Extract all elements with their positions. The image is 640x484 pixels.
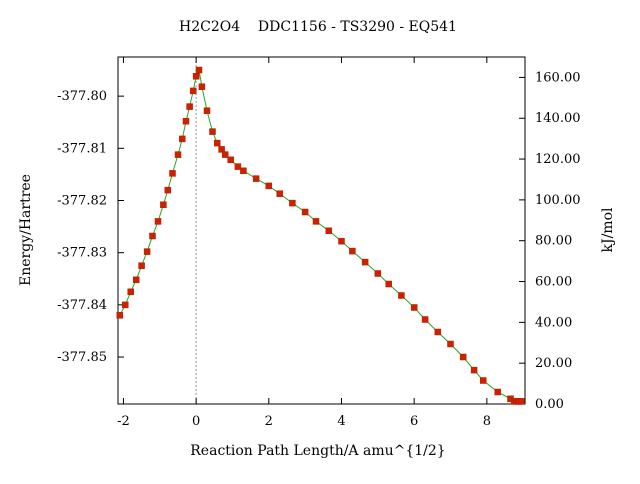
data-point	[301, 208, 309, 216]
data-point	[221, 151, 229, 158]
plot-layer: -2 0 2 4 6 8 -377.80 -377.81 -377.82 -377.83 -377.…	[57, 56, 581, 429]
x-tick-label: 4	[337, 414, 345, 429]
data-point	[470, 366, 478, 374]
y2-tick-label: 140.00	[535, 111, 581, 126]
y2-axis-label: kJ/mol	[600, 207, 616, 253]
data-point	[186, 103, 193, 110]
data-point	[234, 163, 242, 170]
series-line	[119, 68, 522, 402]
y2-tick-label: 160.00	[535, 70, 581, 85]
y2-tick-label: 60.00	[535, 275, 572, 290]
data-point	[198, 83, 206, 90]
data-point	[164, 186, 172, 194]
data-point	[189, 87, 197, 95]
data-point	[459, 353, 467, 361]
data-point	[518, 398, 525, 405]
data-point	[349, 247, 356, 255]
y2-tick-label: 0.00	[535, 397, 564, 412]
y-tick-label: -377.80	[57, 89, 107, 104]
data-point	[195, 66, 203, 74]
data-point	[160, 201, 167, 208]
data-point	[149, 232, 156, 240]
data-point	[174, 151, 182, 158]
plot-frame	[117, 56, 526, 405]
y-axis-label-group: Energy/Hartree	[18, 174, 34, 286]
y2-tick-label: 40.00	[535, 315, 572, 330]
data-point	[213, 139, 221, 147]
x-axis-label: Reaction Path Length/A amu^{1/2}	[190, 443, 445, 459]
data-point	[374, 270, 382, 277]
data-point	[169, 170, 176, 177]
x-tick-label: 6	[410, 414, 418, 429]
y-axis-label: Energy/Hartree	[18, 174, 34, 286]
y2-tick-label: 100.00	[535, 193, 581, 208]
data-point	[179, 135, 186, 143]
data-point	[361, 258, 369, 266]
data-point	[325, 227, 333, 235]
data-point	[154, 218, 162, 225]
data-point	[421, 316, 429, 323]
data-point	[127, 288, 134, 296]
data-point	[276, 190, 283, 197]
x-tick-label: 2	[265, 414, 273, 429]
x-tick-label: -2	[117, 414, 130, 429]
data-point	[398, 292, 405, 299]
data-point	[138, 262, 145, 269]
data-point	[143, 248, 151, 255]
y-tick-label: -377.82	[57, 193, 107, 208]
data-point	[132, 276, 140, 284]
chart-title: H2C2O4 DDC1156 - TS3290 - EQ541	[179, 19, 457, 35]
y-tick-label: -377.81	[57, 141, 107, 156]
data-point	[447, 340, 454, 348]
data-point	[265, 182, 273, 190]
data-point	[338, 237, 345, 245]
data-point	[116, 312, 124, 319]
data-point	[122, 301, 129, 309]
y-tick-label: -377.84	[57, 298, 107, 313]
data-point	[312, 218, 320, 225]
data-point	[289, 199, 296, 207]
data-point	[385, 280, 392, 288]
x-tick-label: 0	[192, 414, 200, 429]
data-point	[227, 156, 234, 164]
data-point	[479, 377, 487, 384]
y2-tick-label: 120.00	[535, 152, 581, 167]
y2-tick-label: 20.00	[535, 356, 572, 371]
y2-axis-label-group: kJ/mol	[600, 207, 616, 253]
x-tick-label: 8	[483, 414, 491, 429]
data-point	[203, 107, 211, 114]
y-tick-label: -377.83	[57, 246, 107, 261]
y-tick-label: -377.85	[57, 350, 107, 365]
y2-tick-label: 80.00	[535, 234, 572, 249]
data-point	[494, 388, 501, 396]
data-point	[434, 328, 442, 336]
data-point	[410, 304, 418, 311]
data-point	[252, 175, 260, 182]
data-point	[182, 117, 190, 125]
data-point	[209, 128, 216, 135]
data-point	[240, 167, 247, 175]
data-point	[218, 146, 225, 153]
data-point	[192, 73, 200, 80]
